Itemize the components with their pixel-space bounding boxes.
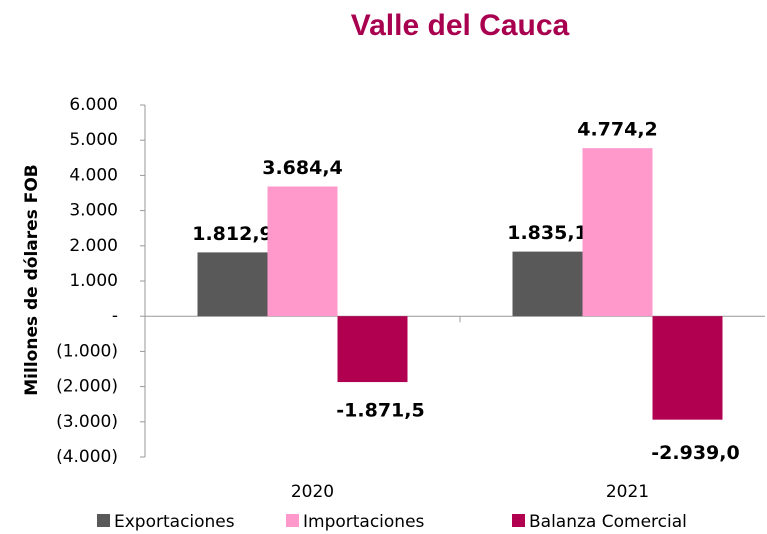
y-axis-label: Millones de dólares FOB (22, 164, 42, 395)
y-tick-label: (2.000) (56, 377, 118, 397)
bar (197, 252, 268, 317)
value-label: 3.684,4 (262, 157, 343, 179)
y-tick-label: (4.000) (56, 447, 118, 467)
value-label: 1.835,1 (507, 222, 588, 244)
value-label: -1.871,5 (336, 400, 424, 422)
y-tick-label: (3.000) (56, 412, 118, 432)
y-tick-label: 4.000 (69, 165, 118, 185)
value-label: 4.774,2 (577, 119, 658, 141)
y-tick-label: - (112, 306, 118, 326)
value-label: -2.939,0 (651, 442, 739, 464)
legend-swatch (97, 514, 110, 527)
bar (512, 251, 583, 317)
bar (582, 148, 653, 317)
legend-label: Importaciones (303, 512, 425, 532)
y-tick-label: (1.000) (56, 341, 118, 361)
bar (267, 186, 338, 317)
x-tick-label: 2021 (606, 482, 649, 502)
legend-swatch (286, 514, 299, 527)
bar (337, 316, 408, 383)
y-tick-label: 3.000 (69, 201, 118, 221)
y-tick-label: 6.000 (69, 95, 118, 115)
legend-label: Exportaciones (114, 512, 235, 532)
x-tick-label: 2020 (291, 482, 334, 502)
legend-swatch (512, 514, 525, 527)
y-tick-label: 1.000 (69, 271, 118, 291)
bar (652, 316, 723, 420)
legend-label: Balanza Comercial (529, 512, 687, 532)
value-label: 1.812,9 (192, 223, 273, 245)
chart-title: Valle del Cauca (351, 9, 570, 42)
y-tick-label: 5.000 (69, 130, 118, 150)
y-tick-label: 2.000 (69, 236, 118, 256)
